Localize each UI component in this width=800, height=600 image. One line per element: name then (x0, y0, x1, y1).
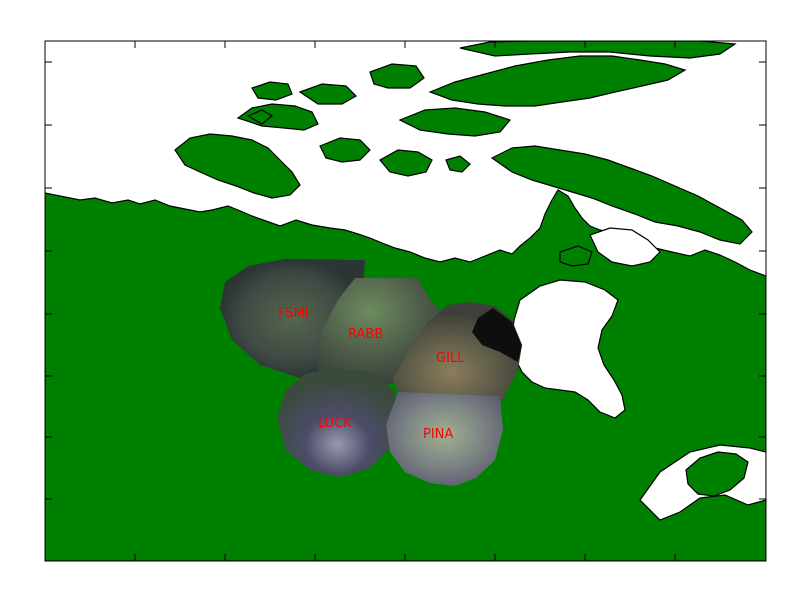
small-island-1 (445, 155, 471, 173)
prince-of-wales-island (319, 137, 371, 163)
ellesmere-island (428, 55, 687, 107)
station-label-luck: LUCK (318, 416, 352, 431)
gill-dark-sector (472, 308, 522, 362)
all-sky-imager-mosaic (220, 259, 522, 486)
frame-ticks (45, 41, 766, 561)
luck-imager-frame (277, 368, 398, 477)
foxe-basin (589, 227, 661, 267)
baffin-island (490, 145, 753, 245)
station-label-pina: PINA (423, 427, 453, 442)
axel-heiberg-island (369, 63, 425, 89)
station-label-gill: GILL (436, 351, 465, 366)
victoria-island (174, 133, 301, 199)
station-label-fsmi: FSMI (278, 306, 309, 321)
station-labels: FSMI RABB GILL LUCK PINA (278, 306, 465, 442)
devon-island (398, 107, 512, 137)
somerset-island (379, 149, 433, 177)
station-label-rabb: RABB (348, 327, 383, 342)
pina-imager-frame (386, 392, 503, 486)
hudson-bay (511, 279, 626, 419)
banks-island (236, 103, 319, 131)
small-island-2 (246, 109, 274, 125)
southampton-island (559, 245, 593, 267)
ellesmere-north (459, 41, 737, 59)
newfoundland (685, 451, 749, 497)
map-layer (45, 41, 766, 561)
queen-elizabeth-island-1 (298, 83, 357, 105)
queen-elizabeth-island-2 (251, 81, 293, 101)
